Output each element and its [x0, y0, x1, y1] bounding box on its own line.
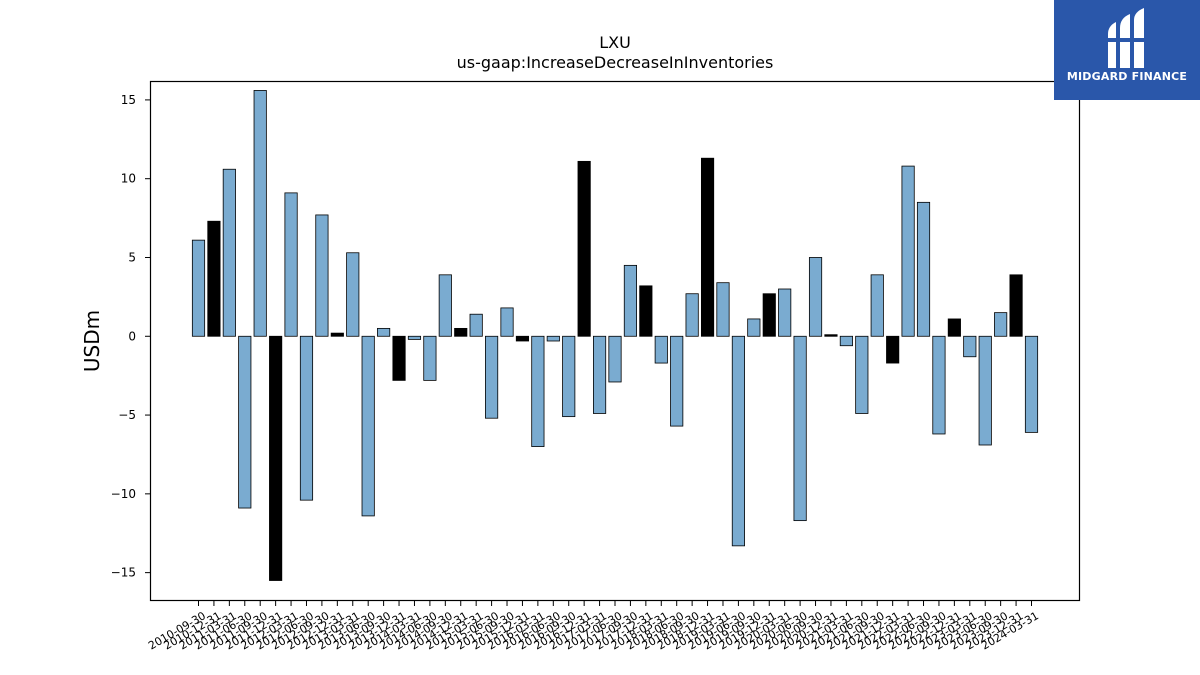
- bar: [963, 335, 977, 358]
- bar: [762, 293, 776, 337]
- brand-logo: MIDGARD FINANCE: [1054, 0, 1200, 100]
- y-tick-label: −5: [118, 408, 136, 422]
- bar: [346, 252, 360, 337]
- bar: [824, 334, 838, 337]
- y-axis-label: USDm: [80, 310, 104, 372]
- bar: [500, 307, 514, 337]
- bar: [808, 257, 823, 337]
- bar: [1009, 274, 1023, 337]
- bar: [623, 264, 638, 337]
- y-tick-label: −10: [111, 487, 136, 501]
- bar: [932, 335, 946, 435]
- brand-name: MIDGARD FINANCE: [1066, 70, 1188, 83]
- bar: [562, 335, 576, 418]
- bar: [392, 335, 406, 381]
- bar: [716, 282, 730, 337]
- bar: [870, 274, 884, 337]
- bar: [685, 293, 699, 337]
- bar: [438, 274, 452, 337]
- midgard-logo-icon: [1106, 8, 1146, 68]
- bar: [747, 318, 761, 337]
- bar: [222, 168, 236, 337]
- bar: [469, 313, 483, 337]
- bar: [886, 335, 900, 364]
- bar: [284, 192, 298, 337]
- chart-subtitle: us-gaap:IncreaseDecreaseInInventories: [457, 53, 774, 72]
- bar: [253, 90, 267, 337]
- bar: [994, 312, 1008, 337]
- bar: [546, 335, 560, 342]
- bar: [639, 285, 653, 337]
- bar: [407, 335, 422, 340]
- bar: [531, 335, 545, 447]
- bar: [207, 220, 221, 337]
- bar: [423, 335, 437, 381]
- bar: [839, 335, 853, 347]
- bar: [901, 165, 915, 337]
- bar: [947, 318, 961, 337]
- chart-title: LXU: [599, 33, 631, 52]
- bar: [515, 335, 530, 342]
- bar: [978, 335, 992, 446]
- y-ticks: −15 −10 −5 0 5 10 15: [111, 93, 150, 580]
- bar: [191, 239, 206, 337]
- bar: [377, 327, 391, 337]
- bar: [1024, 335, 1039, 433]
- y-tick-label: −15: [111, 566, 136, 580]
- bar: [330, 332, 344, 337]
- bar: [593, 335, 607, 414]
- bar: [855, 335, 869, 414]
- bar: [700, 157, 715, 337]
- bar: [654, 335, 668, 364]
- bar: [916, 201, 931, 337]
- bar: [778, 288, 792, 337]
- bar: [361, 335, 375, 517]
- bar: [238, 335, 252, 509]
- bar: [608, 335, 622, 383]
- plot-frame: [149, 80, 1081, 602]
- bar: [793, 335, 807, 522]
- x-ticks: 2010-09-302010-12-312011-03-312011-06-30…: [146, 601, 1041, 652]
- bar: [269, 335, 283, 581]
- bar: [454, 327, 468, 337]
- y-tick-label: 0: [128, 329, 136, 343]
- y-tick-label: 5: [128, 250, 136, 264]
- bar: [315, 214, 329, 337]
- bar: [731, 335, 745, 547]
- y-tick-label: 10: [121, 172, 136, 186]
- bar: [577, 160, 591, 337]
- bars-layer: [191, 90, 1039, 581]
- bar: [670, 335, 684, 427]
- y-tick-label: 15: [121, 93, 136, 107]
- bar: [485, 335, 499, 419]
- bar: [299, 335, 314, 501]
